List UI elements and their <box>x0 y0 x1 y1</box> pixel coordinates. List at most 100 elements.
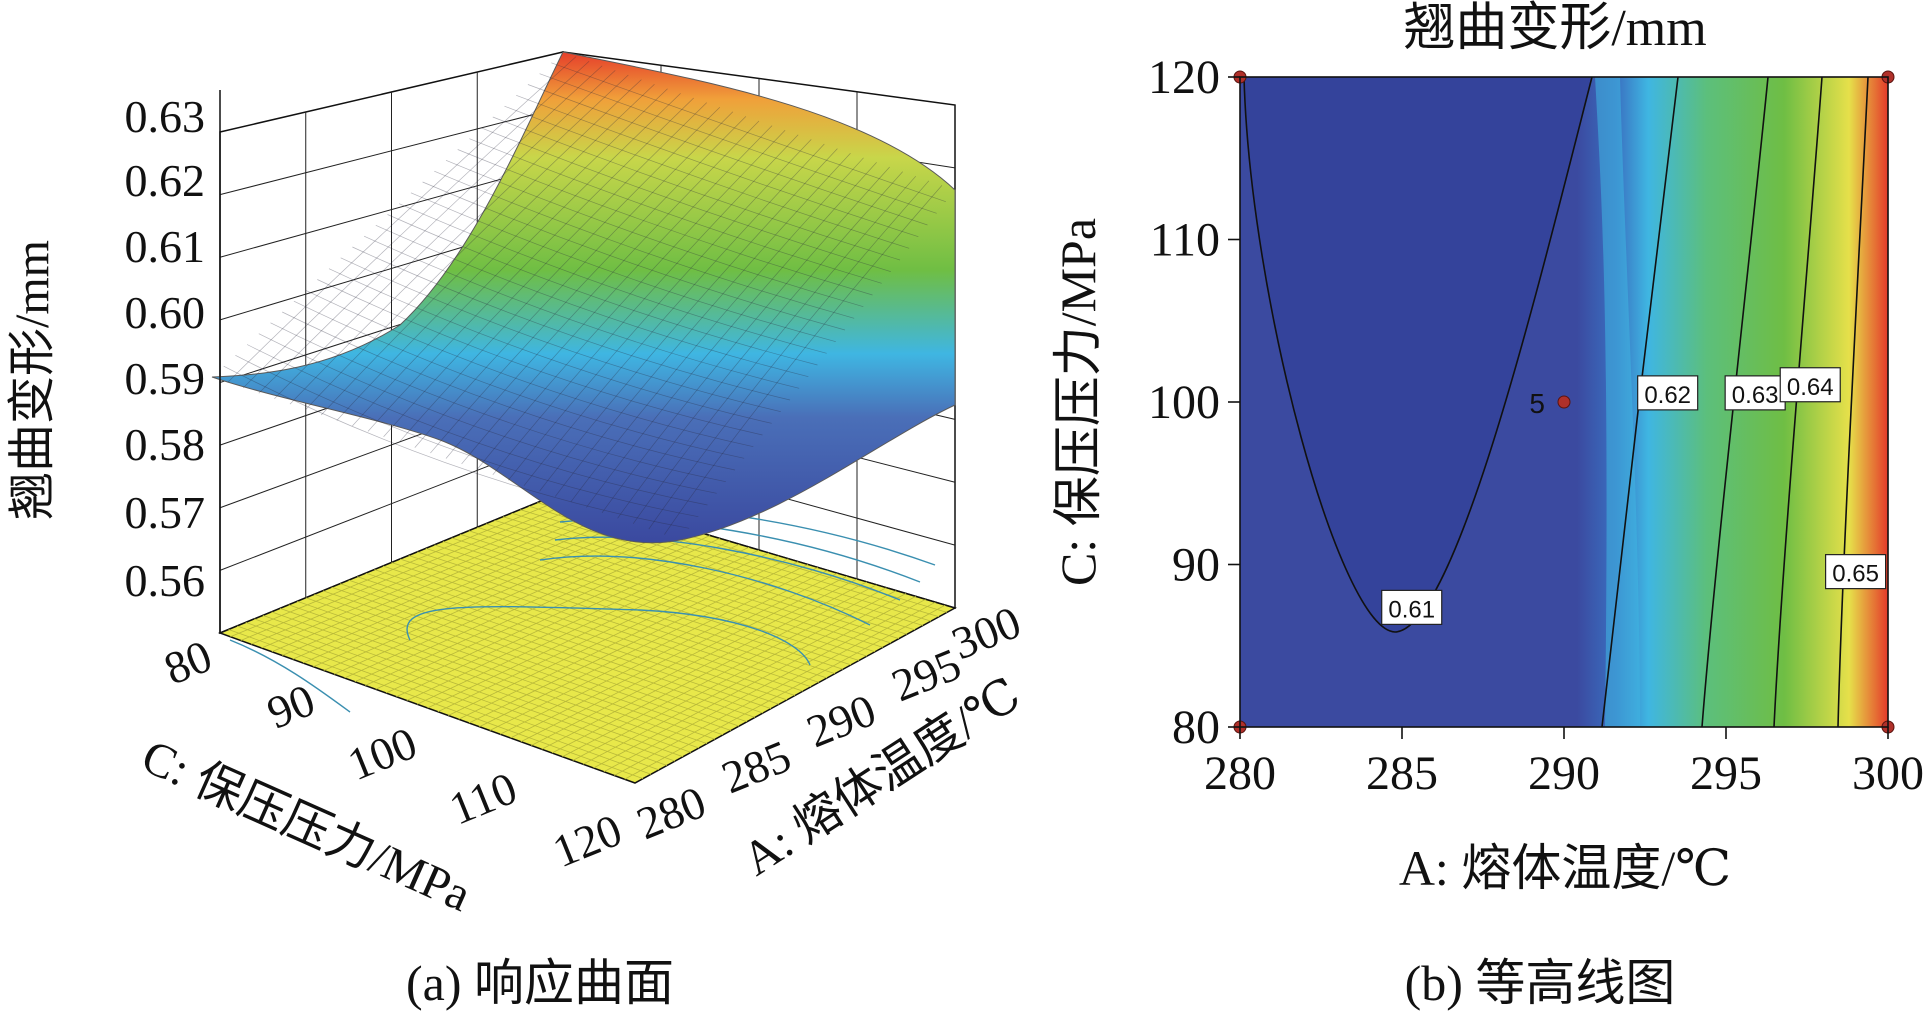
surface-mesh-line <box>242 60 590 389</box>
a-tick-label: 285 <box>715 730 798 803</box>
panel-a-response-surface: 0.63 0.62 0.61 0.60 0.59 0.58 0.57 0.56 … <box>6 51 1030 1011</box>
a-tick-label: 300 <box>945 596 1028 669</box>
surface-mesh-line <box>445 160 864 308</box>
surface-mesh-line <box>410 192 836 343</box>
surface-mesh-line <box>461 125 773 465</box>
floor-grid-line <box>427 549 760 709</box>
surface-mesh-line <box>648 180 930 530</box>
surface-mesh-line <box>516 95 919 237</box>
surface-mesh-line <box>551 62 946 202</box>
caption-a: (a) 响应曲面 <box>406 955 674 1011</box>
surface-mesh-line <box>223 365 690 529</box>
floor-grid-line <box>459 533 860 661</box>
surface-mesh-line <box>414 111 734 448</box>
surface-fill <box>211 51 956 544</box>
z-tick-label: 0.60 <box>125 287 206 338</box>
surface-mesh-line <box>367 97 694 432</box>
surface-mesh-line <box>352 93 681 427</box>
y-axis: 80 90 100 110 120 <box>1148 51 1240 754</box>
surface-mesh-line <box>492 134 799 476</box>
surface-mesh-line <box>383 102 707 437</box>
surface-mesh-line <box>235 355 699 518</box>
c-axis-label: C: 保压压力/MPa <box>134 730 478 922</box>
floor-grid-line <box>458 558 789 720</box>
z-axis-label: 翘曲变形/mm <box>6 240 59 520</box>
contour-label-box <box>1824 554 1887 590</box>
surface-mesh-line <box>399 203 827 354</box>
floor-contour-3 <box>554 536 901 601</box>
design-point <box>1557 395 1571 409</box>
floor-grid-line <box>448 555 779 716</box>
surface-mesh-line <box>632 175 917 524</box>
floor-grid-line <box>541 581 867 750</box>
c-tick-label: 110 <box>442 762 524 834</box>
contour-inner-dark <box>1244 77 1592 632</box>
floor-grid-line <box>624 604 946 780</box>
surface-mesh <box>223 56 946 535</box>
y-tick-label: 100 <box>1148 376 1220 429</box>
surface-mesh-line <box>554 152 851 497</box>
surface-mesh-line <box>336 88 668 421</box>
floor-grid-line <box>489 567 818 731</box>
surface-mesh-line <box>328 268 772 424</box>
surface-mesh-line <box>305 79 642 410</box>
surface-mesh-line <box>539 73 937 214</box>
contour-label-box <box>1381 589 1443 625</box>
floor-grid-line <box>603 598 926 773</box>
surface-mesh-line <box>227 56 577 383</box>
surface-mesh-line <box>527 84 928 226</box>
contour-title: 翘曲变形/mm <box>1403 0 1706 57</box>
c-tick-label: 90 <box>260 674 322 739</box>
z-tick-label: 0.58 <box>125 419 206 470</box>
z-tick-label: 0.59 <box>125 353 206 404</box>
surface-mesh-line <box>570 157 864 503</box>
contour-line-0.61 <box>1243 76 1593 633</box>
floor-grid-line <box>437 552 769 713</box>
surface-mesh-line <box>434 170 855 319</box>
a-tick-label: 280 <box>630 776 713 849</box>
contour-label: 0.64 <box>1787 374 1834 401</box>
floor-grid-line <box>531 578 858 746</box>
z-axis: 0.63 0.62 0.61 0.60 0.59 0.58 0.57 0.56 <box>125 90 221 633</box>
floor-grid-line <box>511 512 908 635</box>
surface-mesh-line <box>617 171 903 519</box>
surface-mesh-line <box>504 105 910 249</box>
x-tick-label: 290 <box>1528 747 1600 800</box>
surface-mesh-line <box>305 290 754 448</box>
floor-grid-line <box>468 561 799 724</box>
surface-mesh-line <box>539 148 838 492</box>
contour-label: 0.62 <box>1644 382 1691 409</box>
floor-grid-line <box>582 593 907 765</box>
c-tick-label: 120 <box>546 804 629 877</box>
y-tick-label: 90 <box>1172 539 1220 592</box>
contour-label: 0.63 <box>1732 382 1779 409</box>
surface-mesh-line <box>340 257 781 413</box>
contour-labels: 0.61 0.62 0.63 0.64 0.65 <box>1381 367 1887 625</box>
surface-mesh-line <box>601 166 890 514</box>
surface-mesh-line <box>246 344 708 506</box>
surface-mesh-line <box>508 139 812 481</box>
floor-grid-line <box>399 558 804 692</box>
x-tick-label: 285 <box>1366 747 1438 800</box>
floor-grid-line <box>520 575 848 743</box>
floor-grid-line <box>417 551 820 683</box>
center-point-label: 5 <box>1529 388 1545 419</box>
panel-b-contour-plot: 翘曲变形/mm 0.61 0.62 0.63 0.64 0.65 5 80 90 100 11… <box>1050 0 1924 1011</box>
floor-gridlines <box>228 494 948 780</box>
floor-grid-line <box>593 596 916 769</box>
z-tick-label: 0.57 <box>125 487 206 538</box>
contour-line-0.65 <box>1837 76 1869 728</box>
z-tick-label: 0.63 <box>125 91 206 142</box>
contour-label: 0.65 <box>1832 561 1879 588</box>
surface-mesh-line <box>387 214 818 366</box>
floor-grid-line <box>502 516 900 640</box>
floor-grid-line <box>479 564 809 728</box>
floor-grid-line <box>425 548 828 679</box>
floor-grid-line <box>572 590 897 761</box>
surface-mesh-line <box>457 149 873 296</box>
floor-grid-line <box>562 587 887 758</box>
contour-label: 0.61 <box>1388 596 1435 623</box>
surface-mesh-line <box>352 246 791 401</box>
floor-grid-line <box>499 569 828 735</box>
